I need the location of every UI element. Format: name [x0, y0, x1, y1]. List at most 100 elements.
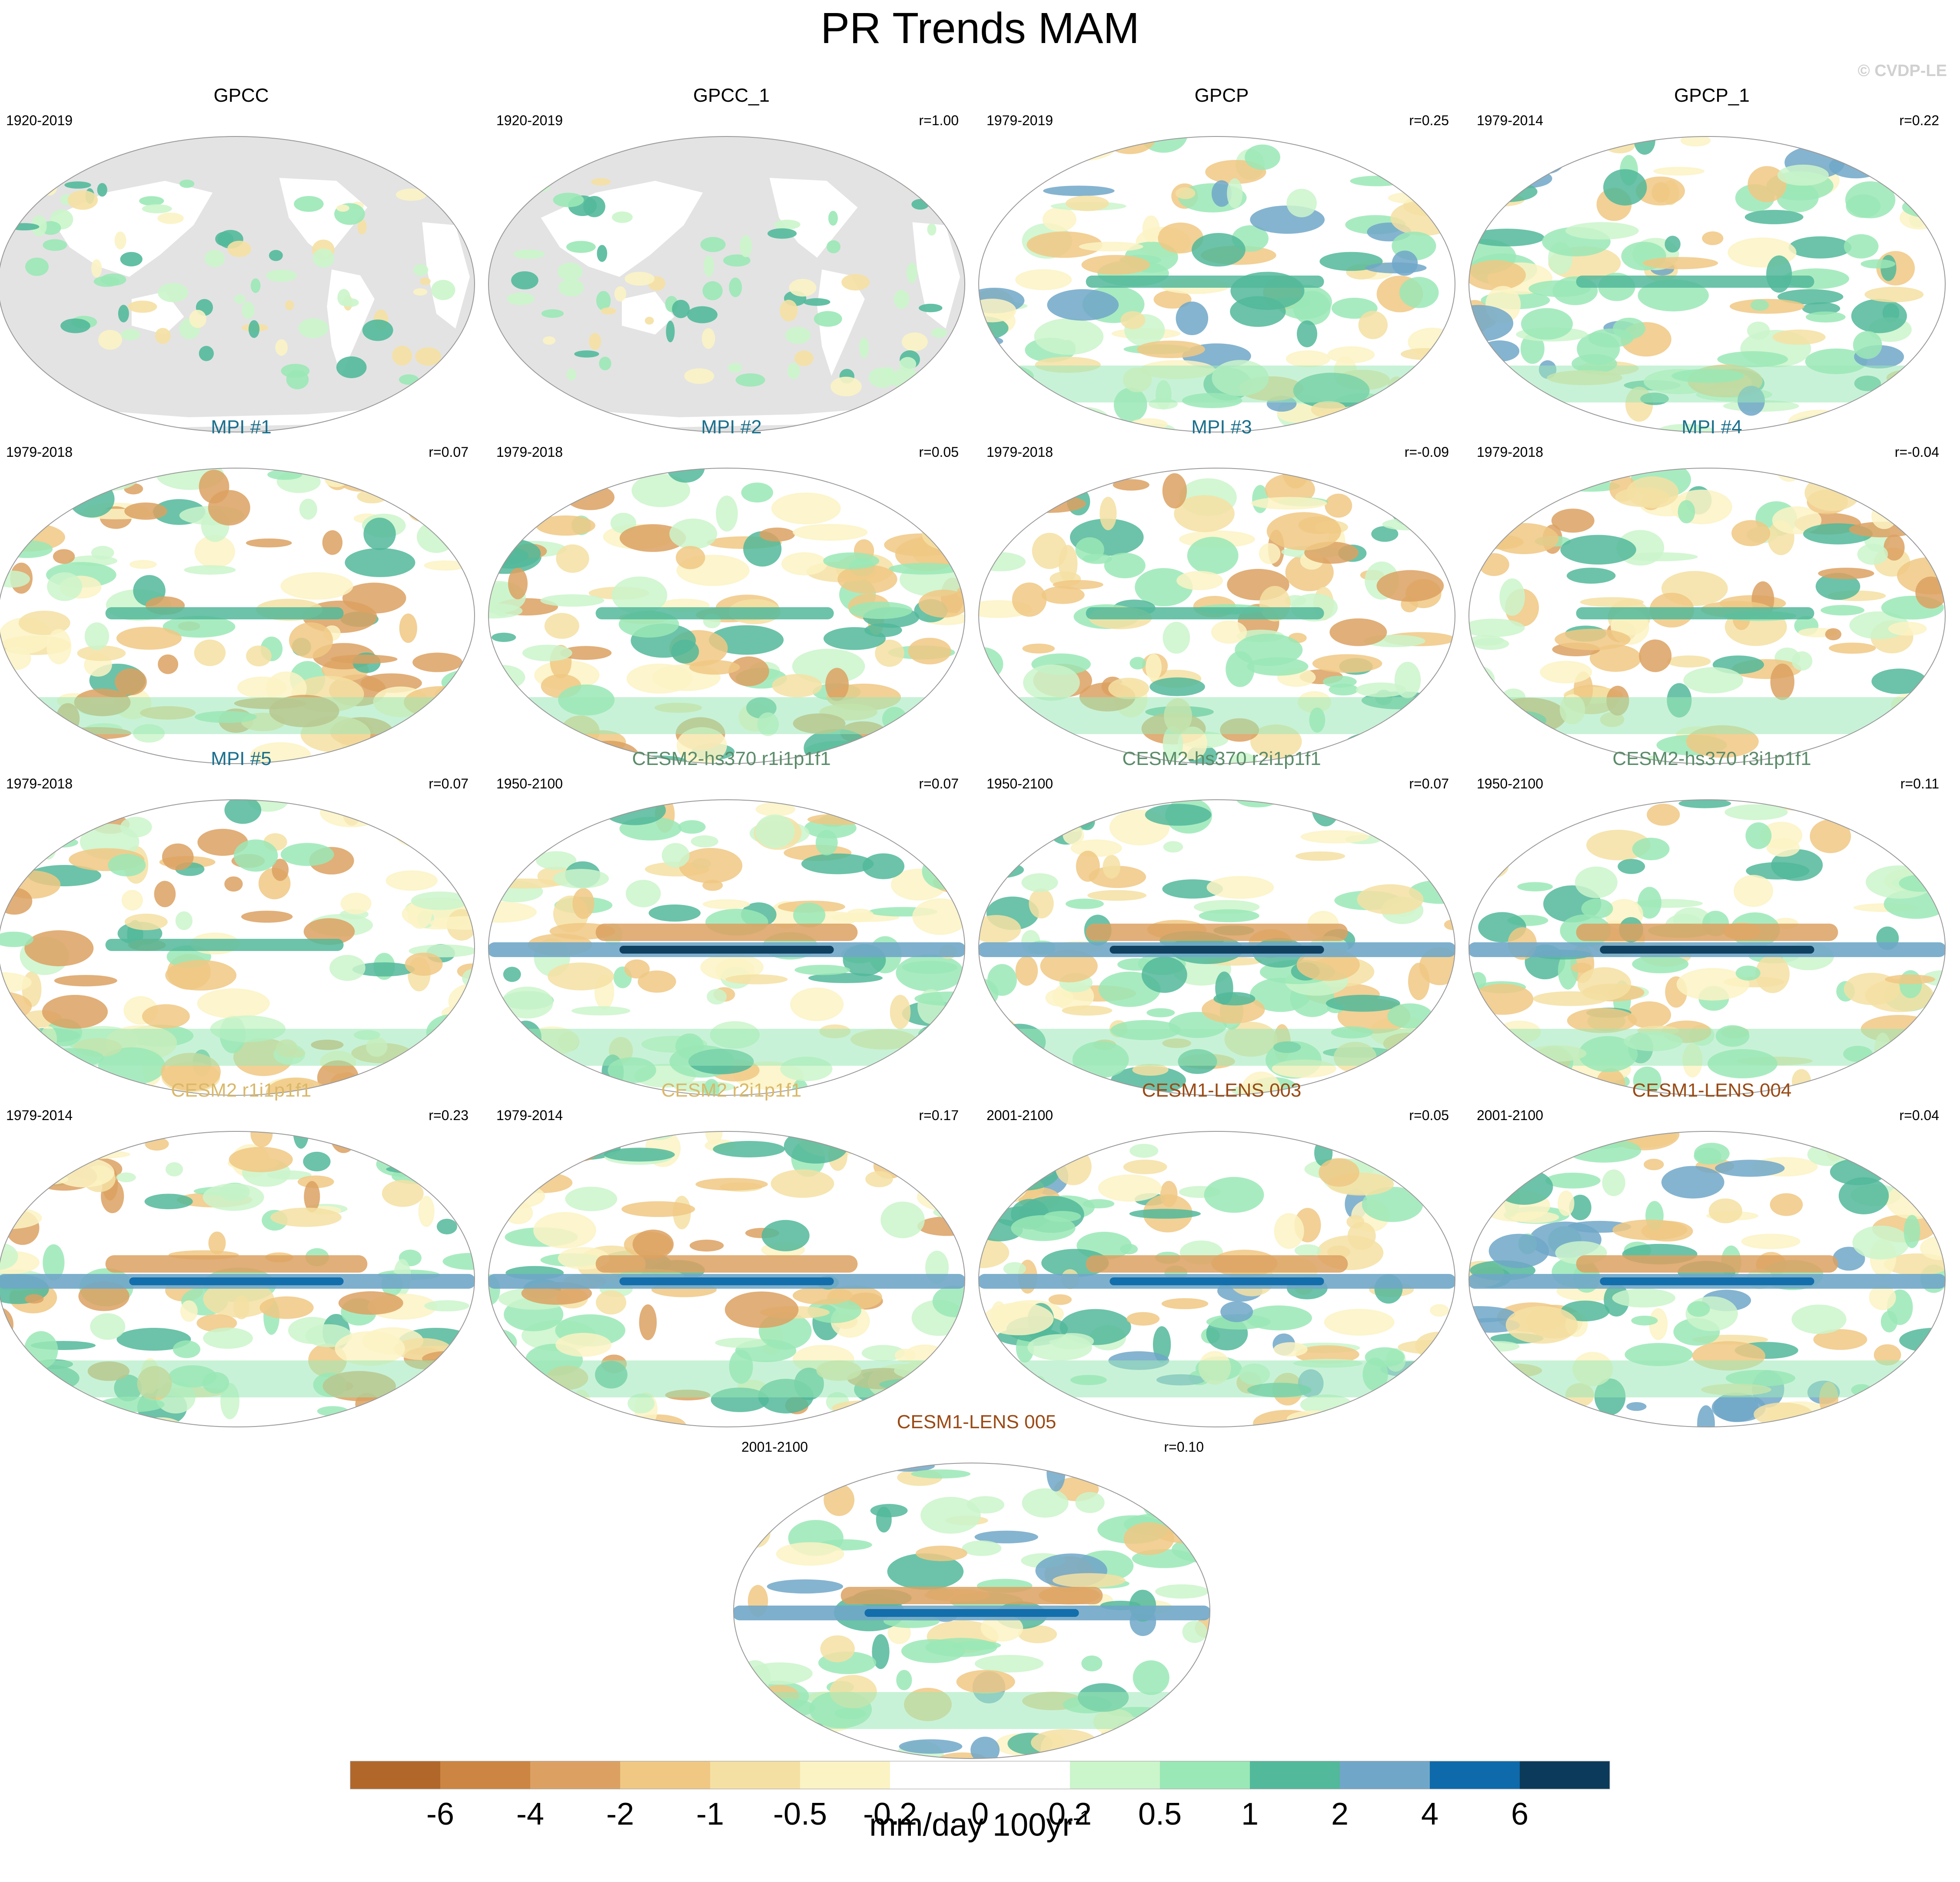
panel-period: 1979-2014	[496, 1107, 563, 1123]
map-panel: CESM2 r2i1p1f1 1979-2014 r=0.17	[488, 1080, 973, 1427]
trend-patch	[1103, 855, 1121, 879]
trend-patch	[488, 901, 537, 923]
trend-patch	[298, 318, 329, 338]
trend-patch	[1745, 822, 1772, 849]
trend-patch	[669, 519, 718, 549]
trend-patch	[826, 240, 840, 253]
trend-patch	[189, 309, 206, 328]
trend-patch	[571, 1006, 631, 1016]
trend-patch	[1852, 1225, 1910, 1260]
trend-patch	[129, 560, 157, 569]
trend-patch	[114, 668, 147, 695]
trend-patch	[233, 1296, 250, 1320]
trend-patch	[901, 332, 928, 351]
trend-patch	[1362, 1187, 1423, 1222]
map-border	[0, 468, 475, 764]
panel-correlation: r=0.23	[429, 1107, 468, 1123]
trend-patch	[666, 468, 705, 483]
panel-correlation: r=0.05	[919, 444, 959, 460]
trend-patch	[1545, 1173, 1601, 1189]
colorbar-swatch	[1430, 1761, 1520, 1789]
itcz-wet-band	[1086, 276, 1324, 288]
trend-patch	[413, 288, 428, 296]
trend-field	[9, 177, 470, 428]
trend-patch	[1206, 876, 1274, 899]
map-border	[488, 799, 965, 1096]
trend-patch	[1715, 1160, 1785, 1177]
trend-patch	[1146, 654, 1162, 681]
trend-patch	[1844, 973, 1900, 1005]
panel-title: MPI #3	[1191, 416, 1252, 438]
trend-patch	[596, 1290, 627, 1315]
trend-patch	[1829, 642, 1876, 654]
trend-patch	[1365, 262, 1427, 273]
trend-patch	[1517, 882, 1553, 891]
trend-patch	[1022, 1488, 1069, 1518]
trend-patch	[625, 272, 655, 286]
trend-patch	[1153, 290, 1192, 309]
trend-patch	[43, 239, 67, 251]
panel-correlation: r=0.05	[1409, 1107, 1449, 1123]
trend-patch	[395, 188, 427, 201]
map-plot	[978, 1131, 1455, 1427]
trend-patch	[511, 271, 538, 289]
trend-patch	[713, 1141, 785, 1157]
trend-patch	[1178, 726, 1207, 760]
trend-patch	[793, 902, 826, 928]
trend-patch	[558, 279, 584, 297]
trend-patch	[861, 1345, 905, 1361]
colorbar-tick-label: -2	[606, 1797, 634, 1832]
trend-patch	[702, 880, 723, 891]
trend-patch	[1104, 552, 1146, 579]
trend-patch	[1065, 196, 1109, 211]
trend-patch	[979, 915, 1021, 944]
trend-patch	[116, 626, 182, 650]
panel-title: MPI #5	[211, 748, 272, 769]
trend-patch	[1062, 1005, 1113, 1016]
trend-patch	[894, 1349, 915, 1363]
trend-patch	[1708, 1198, 1742, 1224]
trend-patch	[1813, 1329, 1867, 1350]
panel-period: 1979-2018	[6, 776, 73, 791]
trend-patch	[1042, 207, 1076, 232]
trend-patch	[1325, 493, 1352, 518]
trend-patch	[1791, 1304, 1847, 1334]
trend-patch	[424, 1300, 469, 1312]
trend-patch	[1027, 1334, 1092, 1361]
trend-patch	[304, 1181, 320, 1212]
map-plot	[978, 136, 1455, 432]
trend-patch	[0, 931, 33, 948]
colorbar-tick-label: 0.5	[1138, 1797, 1182, 1832]
trend-patch	[120, 252, 143, 266]
map-panel: CESM2-hs370 r3i1p1f1 1950-2100 r=0.11	[1468, 748, 1953, 1096]
map-plot	[1468, 136, 1946, 432]
map-border	[0, 1131, 475, 1427]
trend-patch	[1649, 1308, 1668, 1340]
trend-patch	[548, 962, 614, 991]
panel-correlation: r=0.11	[1900, 776, 1939, 791]
trend-patch	[919, 303, 943, 313]
trend-patch	[785, 326, 811, 344]
trend-patch	[918, 589, 965, 618]
trend-patch	[639, 1304, 657, 1340]
panel-title: CESM2-hs370 r3i1p1f1	[1612, 748, 1811, 769]
map-border	[0, 799, 475, 1096]
trend-patch	[194, 535, 236, 569]
land-mask	[422, 222, 470, 329]
colorbar-swatch	[980, 1761, 1070, 1789]
trend-patch	[837, 565, 897, 594]
trend-patch	[194, 639, 226, 666]
itcz-core	[129, 1277, 344, 1285]
map-plot	[488, 468, 965, 764]
trend-patch	[689, 1240, 724, 1252]
panel-correlation: r=0.04	[1899, 1107, 1939, 1123]
dry-band	[1086, 924, 1348, 941]
trend-patch	[1885, 974, 1935, 984]
itcz-wet-band	[1086, 607, 1324, 619]
panel-period: 1950-2100	[1477, 776, 1544, 791]
map-panel: CESM1-LENS 005 2001-2100 r=0.10	[733, 1411, 1218, 1759]
trend-patch	[1394, 662, 1421, 698]
trend-patch	[1874, 1344, 1901, 1366]
trend-patch	[0, 1242, 18, 1270]
trend-patch	[24, 930, 94, 967]
